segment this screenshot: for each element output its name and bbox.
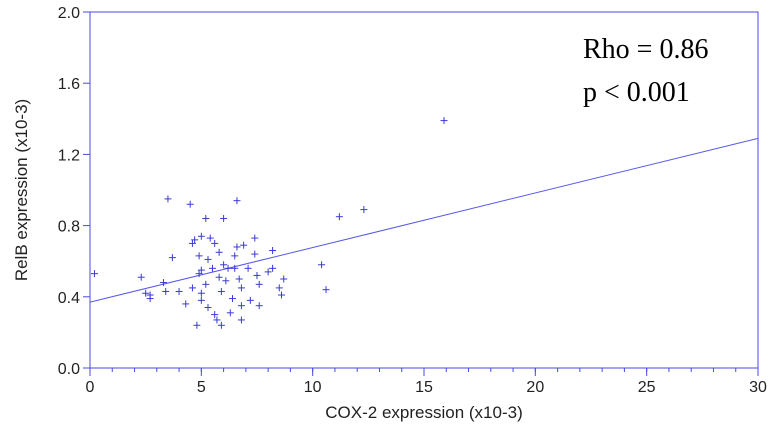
annotation-rho: Rho = 0.86 (583, 34, 708, 65)
data-point (197, 296, 205, 304)
data-point (255, 302, 263, 310)
data-point (191, 236, 199, 244)
data-point (215, 273, 223, 281)
data-point (231, 252, 239, 260)
annotation-p-value: p < 0.001 (583, 77, 690, 108)
data-point (188, 284, 196, 292)
data-point (197, 232, 205, 240)
x-tick-label: 10 (304, 379, 322, 396)
data-point (175, 287, 183, 295)
data-point (197, 289, 205, 297)
data-point (186, 200, 194, 208)
data-point (162, 287, 170, 295)
data-point (246, 296, 254, 304)
data-point (237, 302, 245, 310)
data-point (264, 268, 272, 276)
data-point (335, 213, 343, 221)
plot-frame (89, 11, 759, 369)
data-point (233, 243, 241, 251)
y-tick-label: 1.6 (58, 76, 80, 93)
data-point (211, 239, 219, 247)
data-point (237, 284, 245, 292)
data-point (213, 316, 221, 324)
data-point (206, 234, 214, 242)
data-point (208, 264, 216, 272)
data-point (235, 275, 243, 283)
data-point (229, 295, 237, 303)
x-tick-label: 5 (197, 379, 206, 396)
x-axis-label: COX-2 expression (x10-3) (325, 403, 522, 422)
data-point (253, 271, 261, 279)
y-tick-label: 0.4 (58, 290, 80, 307)
data-point (217, 287, 225, 295)
data-point (222, 277, 230, 285)
data-point (231, 264, 239, 272)
data-point (275, 284, 283, 292)
data-point (224, 264, 232, 272)
data-point (215, 248, 223, 256)
data-point (159, 279, 167, 287)
data-point (277, 291, 285, 299)
y-tick-label: 0.8 (58, 219, 80, 236)
data-point (202, 214, 210, 222)
data-point (146, 291, 154, 299)
data-point (233, 197, 241, 205)
data-point (255, 280, 263, 288)
data-point (142, 289, 150, 297)
data-point (204, 303, 212, 311)
data-point (220, 261, 228, 269)
data-point (197, 266, 205, 274)
data-point (220, 214, 228, 222)
data-point (440, 117, 448, 125)
data-point (237, 316, 245, 324)
data-point (251, 250, 259, 258)
data-point (195, 270, 203, 278)
data-point (251, 234, 259, 242)
data-point (168, 254, 176, 262)
x-axis-ticks: 0 5 10 15 20 25 30 (86, 368, 767, 396)
x-tick-label: 25 (638, 379, 656, 396)
y-tick-label: 0.0 (58, 361, 80, 378)
data-point (269, 247, 277, 255)
data-point (193, 321, 201, 329)
data-point (204, 255, 212, 263)
data-point (226, 309, 234, 317)
y-tick-label: 1.2 (58, 147, 80, 164)
data-point (195, 252, 203, 260)
regression-line (89, 137, 759, 303)
data-point (90, 270, 98, 278)
y-tick-label: 2.0 (58, 5, 80, 22)
data-points (90, 117, 448, 329)
data-point (318, 261, 326, 269)
data-point (269, 264, 277, 272)
data-point (240, 241, 248, 249)
data-point (322, 286, 330, 294)
data-point (360, 206, 368, 214)
data-point (202, 280, 210, 288)
data-point (137, 273, 145, 281)
y-axis-label: RelB expression (x10-3) (12, 99, 31, 281)
x-tick-label: 30 (749, 379, 767, 396)
data-point (164, 195, 172, 203)
x-tick-label: 0 (86, 379, 95, 396)
data-point (188, 239, 196, 247)
x-tick-label: 20 (526, 379, 544, 396)
data-point (217, 321, 225, 329)
y-axis-ticks: 0.0 0.4 0.8 1.2 1.6 2.0 (58, 5, 90, 378)
data-point (280, 275, 288, 283)
data-point (244, 264, 252, 272)
x-tick-label: 15 (415, 379, 433, 396)
data-point (211, 311, 219, 319)
data-point (182, 300, 190, 308)
